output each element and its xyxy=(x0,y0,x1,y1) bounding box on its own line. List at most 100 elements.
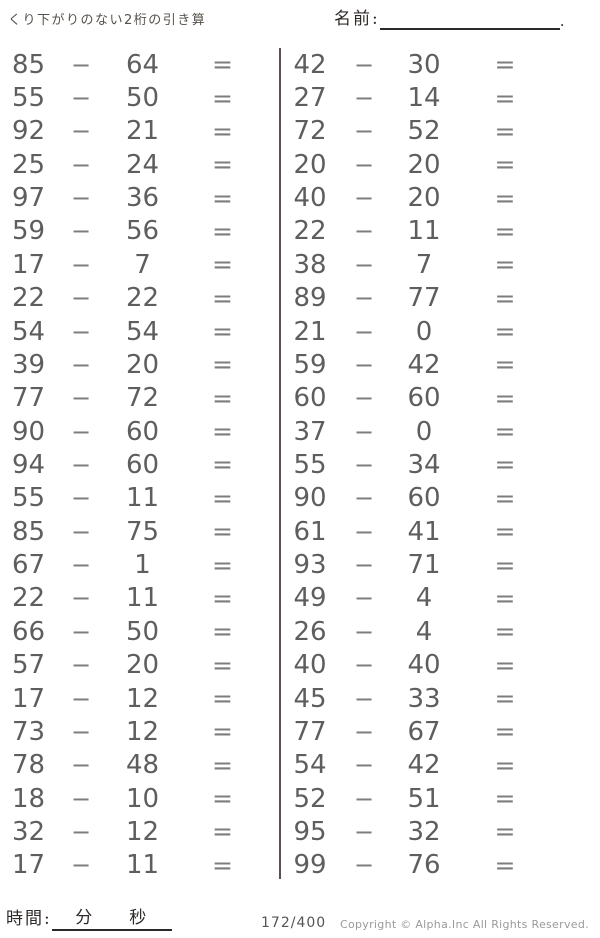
minus-operator: − xyxy=(70,284,92,313)
problem-row: 89− 77 = xyxy=(281,282,600,315)
minuend: 17 xyxy=(11,850,46,881)
minuend: 97 xyxy=(11,183,46,214)
minuend: 93 xyxy=(293,550,327,581)
subtrahend: 42 xyxy=(407,349,441,380)
equals-sign: = xyxy=(212,850,233,880)
problem-row: 54−54 = xyxy=(0,315,279,348)
subtrahend: 75 xyxy=(125,516,160,547)
subtrahend: 52 xyxy=(407,116,441,147)
minuend: 77 xyxy=(11,383,46,414)
minuend: 26 xyxy=(293,616,327,647)
problem-row: 90− 60 = xyxy=(0,415,279,448)
minuend: 61 xyxy=(293,516,327,547)
subtrahend: 4 xyxy=(415,616,433,647)
problem-row: 17− 12 = xyxy=(0,682,279,715)
minus-operator: − xyxy=(70,417,92,446)
problem-row: 73− 12 = xyxy=(0,715,279,748)
problem-row: 55− 11 = xyxy=(0,482,279,515)
minus-operator: − xyxy=(353,751,375,780)
minus-operator: − xyxy=(70,684,92,713)
problem-row: 85− 75 = xyxy=(0,515,279,548)
problem-row: 99− 76 = xyxy=(281,849,600,882)
minus-operator: − xyxy=(70,84,92,113)
equals-sign: = xyxy=(494,50,516,80)
subtrahend: 30 xyxy=(407,49,441,80)
subtrahend: 11 xyxy=(407,216,441,247)
minuend: 60 xyxy=(293,383,327,414)
minus-operator: − xyxy=(70,384,92,413)
subtrahend: 21 xyxy=(125,116,160,147)
equals-sign: = xyxy=(212,817,233,847)
problem-row: 92− 21 = xyxy=(0,115,279,148)
problem-row: 93− 71 = xyxy=(281,548,600,581)
problem-row: 54− 42 = xyxy=(281,749,600,782)
equals-sign: = xyxy=(212,250,233,280)
problem-row: 22− 11 = xyxy=(281,215,600,248)
minuend: 45 xyxy=(293,683,327,714)
subtrahend: 33 xyxy=(407,683,441,714)
subtrahend: 1 xyxy=(134,550,151,581)
problem-row: 77− 72 = xyxy=(0,382,279,415)
minuend: 66 xyxy=(11,616,46,647)
minus-operator: − xyxy=(70,551,92,580)
subtrahend: 77 xyxy=(407,283,441,314)
name-label: 名前: xyxy=(334,9,380,29)
problems-column-right: 42−30 = 27−14 = 72−52 = 20−20 = 40−20 = 22−11 = 38−7… xyxy=(281,48,600,882)
equals-sign: = xyxy=(494,250,516,280)
equals-sign: = xyxy=(494,650,516,680)
equals-sign: = xyxy=(212,350,233,380)
seconds-label: 秒 xyxy=(129,908,149,928)
minuend: 52 xyxy=(293,783,327,814)
minus-operator: − xyxy=(353,584,375,613)
subtrahend: 20 xyxy=(125,650,160,681)
time-blank-line: 分 秒 xyxy=(51,907,172,931)
minus-operator: − xyxy=(353,317,375,346)
minus-operator: − xyxy=(70,450,92,479)
subtrahend: 32 xyxy=(407,816,441,847)
minuend: 73 xyxy=(11,716,46,747)
minus-operator: − xyxy=(353,817,375,846)
problem-row: 78− 48 = xyxy=(0,749,279,782)
problem-row: 17− 11 = xyxy=(0,849,279,882)
minuend: 90 xyxy=(293,483,327,514)
equals-sign: = xyxy=(212,717,233,747)
subtrahend: 7 xyxy=(415,249,433,280)
minuend: 27 xyxy=(293,83,327,114)
problem-row: 32− 12 = xyxy=(0,815,279,848)
minuend: 22 xyxy=(11,283,46,314)
minus-operator: − xyxy=(70,751,92,780)
minuend: 57 xyxy=(11,650,46,681)
subtrahend: 12 xyxy=(125,716,160,747)
subtrahend: 60 xyxy=(125,449,160,480)
minus-operator: − xyxy=(70,817,92,846)
equals-sign: = xyxy=(212,784,233,814)
name-line-suffix: . xyxy=(559,12,567,30)
problem-row: 59− 56 = xyxy=(0,215,279,248)
minus-operator: − xyxy=(70,50,92,79)
problem-row: 77− 67 = xyxy=(281,715,600,748)
minutes-label: 分 xyxy=(75,908,95,928)
problem-row: 61− 41 = xyxy=(281,515,600,548)
minuend: 37 xyxy=(293,416,327,447)
minus-operator: − xyxy=(70,317,92,346)
subtrahend: 50 xyxy=(125,83,160,114)
minuend: 85 xyxy=(11,516,46,547)
equals-sign: = xyxy=(494,717,516,747)
minus-operator: − xyxy=(353,384,375,413)
minus-operator: − xyxy=(353,117,375,146)
problem-row: 66− 50 = xyxy=(0,615,279,648)
problem-row: 27− 14 = xyxy=(281,81,600,114)
minus-operator: − xyxy=(70,584,92,613)
minus-operator: − xyxy=(353,484,375,513)
problem-row: 49− 4 = xyxy=(281,582,600,615)
minuend: 42 xyxy=(293,49,327,80)
subtrahend: 24 xyxy=(125,149,160,180)
minus-operator: − xyxy=(353,717,375,746)
equals-sign: = xyxy=(494,417,516,447)
minus-operator: − xyxy=(353,350,375,379)
problem-row: 57− 20 = xyxy=(0,648,279,681)
minus-operator: − xyxy=(353,84,375,113)
equals-sign: = xyxy=(494,850,516,880)
problem-row: 37− 0 = xyxy=(281,415,600,448)
